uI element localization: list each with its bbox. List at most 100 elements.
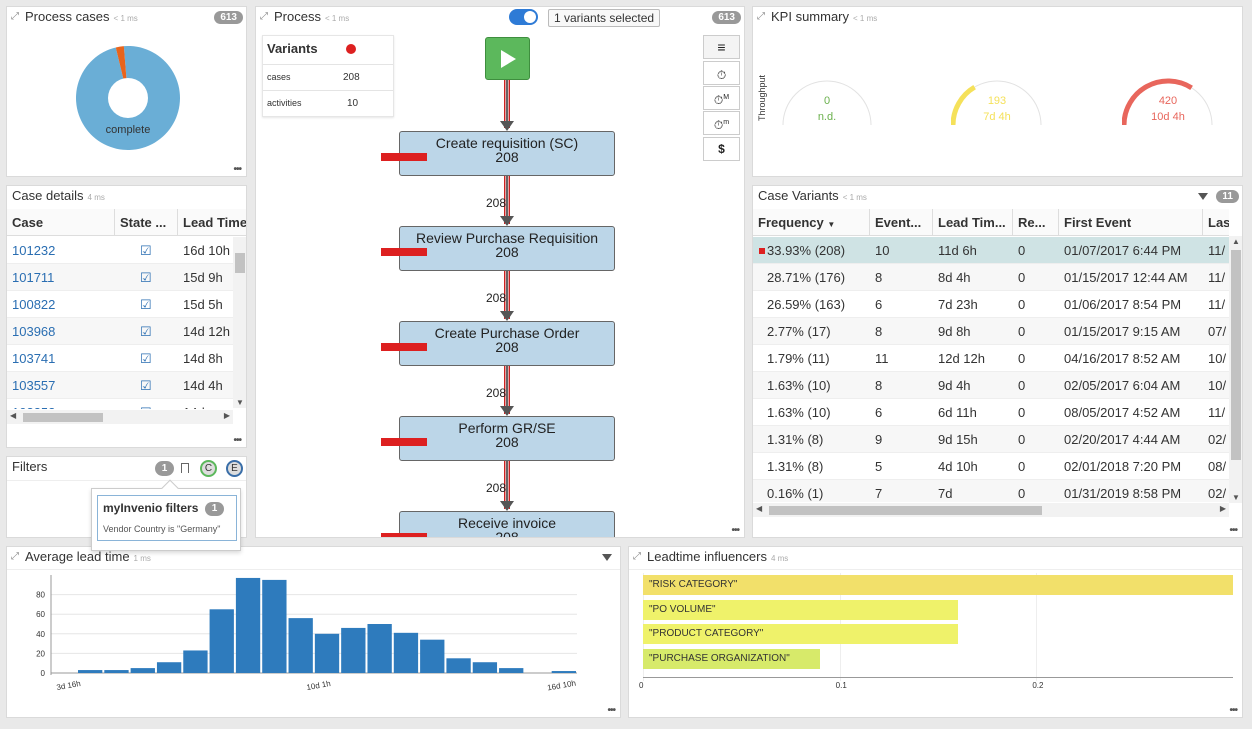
scroll-thumb[interactable] bbox=[1231, 250, 1241, 460]
column-header-last-event[interactable]: Last E bbox=[1208, 215, 1229, 230]
kpi-gauge[interactable]: 193 7d 4h bbox=[950, 75, 1043, 135]
horizontal-scrollbar[interactable]: ◀ ▶ bbox=[7, 410, 233, 424]
table-row[interactable]: 103741 ☑ 14d 8h bbox=[7, 345, 233, 372]
expand-icon[interactable]: ⤢ bbox=[11, 11, 19, 22]
histogram-bar[interactable] bbox=[209, 609, 234, 673]
chevron-right-icon[interactable]: ▶ bbox=[1219, 504, 1226, 513]
expand-icon[interactable]: ⤢ bbox=[260, 11, 268, 22]
histogram-bar[interactable] bbox=[367, 624, 392, 673]
influencer-bar[interactable]: "PO VOLUME" bbox=[643, 599, 958, 620]
influencer-bar[interactable]: "PURCHASE ORGANIZATION" bbox=[643, 648, 820, 669]
activity-node[interactable]: Perform GR/SE 208 bbox=[399, 416, 615, 461]
popup-card[interactable]: myInvenio filters 1 Vendor Country is "G… bbox=[97, 495, 237, 541]
filter-count-badge[interactable]: 1 bbox=[155, 461, 174, 476]
chevron-down-icon[interactable]: ▼ bbox=[1232, 493, 1240, 502]
scroll-thumb[interactable] bbox=[235, 253, 245, 273]
more-icon[interactable]: ••• bbox=[731, 525, 739, 536]
variants-toggle[interactable] bbox=[509, 9, 538, 25]
kpi-gauge[interactable]: 420 10d 4h bbox=[1121, 75, 1214, 135]
table-row[interactable]: 1.31% (8) 5 4d 10h 0 02/01/2018 7:20 PM 08/ bbox=[753, 453, 1229, 480]
case-id-link[interactable]: 103968 bbox=[12, 324, 56, 339]
sort-desc-icon[interactable]: ▼ bbox=[827, 220, 836, 229]
column-header-first-event[interactable]: First Event bbox=[1059, 209, 1203, 236]
column-header-lead-time[interactable]: Lead Tim... bbox=[933, 209, 1013, 236]
activity-node[interactable]: Create Purchase Order 208 bbox=[399, 321, 615, 366]
stopwatch-max-button[interactable]: ⏱M bbox=[703, 86, 740, 110]
chevron-up-icon[interactable]: ▲ bbox=[1232, 237, 1240, 246]
case-id-link[interactable]: 103557 bbox=[12, 378, 56, 393]
histogram-bar[interactable] bbox=[472, 662, 498, 673]
case-id-link[interactable]: 103352 bbox=[12, 405, 55, 409]
table-row[interactable]: 28.71% (176) 8 8d 4h 0 01/15/2017 12:44 AM 11… bbox=[753, 264, 1229, 291]
histogram-bar[interactable] bbox=[156, 662, 182, 673]
column-header-frequency[interactable]: Frequency ▼ bbox=[753, 209, 870, 236]
histogram-bar[interactable] bbox=[262, 579, 287, 673]
filter-icon[interactable] bbox=[602, 554, 612, 561]
process-edge[interactable] bbox=[504, 176, 510, 224]
process-edge[interactable] bbox=[504, 80, 510, 128]
activity-node[interactable]: Create requisition (SC) 208 bbox=[399, 131, 615, 176]
chevron-down-icon[interactable]: ▼ bbox=[236, 398, 244, 407]
table-row[interactable]: 103557 ☑ 14d 4h bbox=[7, 372, 233, 399]
table-row[interactable]: 26.59% (163) 6 7d 23h 0 01/06/2017 8:54 PM 11… bbox=[753, 291, 1229, 318]
scroll-thumb[interactable] bbox=[769, 506, 1042, 515]
more-icon[interactable]: ••• bbox=[233, 164, 241, 175]
table-row[interactable]: 1.79% (11) 11 12d 12h 0 04/16/2017 8:52 AM 10… bbox=[753, 345, 1229, 372]
filter-icon[interactable] bbox=[1198, 193, 1208, 200]
column-header-events[interactable]: Event... bbox=[870, 209, 933, 236]
more-icon[interactable]: ••• bbox=[1229, 525, 1237, 536]
histogram-bar[interactable] bbox=[341, 627, 366, 673]
histogram-bar[interactable] bbox=[446, 658, 471, 673]
table-row[interactable]: 2.77% (17) 8 9d 8h 0 01/15/2017 9:15 AM 07/ bbox=[753, 318, 1229, 345]
table-row[interactable]: 101232 ☑ 16d 10h bbox=[7, 237, 233, 264]
stopwatch-tool-button[interactable]: ⏱ bbox=[703, 61, 740, 85]
table-row[interactable]: 100822 ☑ 15d 5h bbox=[7, 291, 233, 318]
process-edge[interactable] bbox=[504, 366, 510, 414]
scroll-thumb[interactable] bbox=[23, 413, 103, 422]
activity-node[interactable]: Review Purchase Requisition 208 bbox=[399, 226, 615, 271]
process-edge[interactable] bbox=[504, 271, 510, 319]
case-id-link[interactable]: 100822 bbox=[12, 297, 56, 312]
case-id-link[interactable]: 103741 bbox=[12, 351, 56, 366]
table-row[interactable]: 1.63% (10) 6 6d 11h 0 08/05/2017 4:52 AM 11/ bbox=[753, 399, 1229, 426]
histogram-bar[interactable] bbox=[499, 668, 524, 673]
vertical-scrollbar[interactable]: ▼ bbox=[233, 237, 246, 408]
influencer-bar[interactable]: "RISK CATEGORY" bbox=[643, 575, 1233, 595]
expand-icon[interactable]: ⤢ bbox=[11, 551, 19, 562]
histogram-bar[interactable] bbox=[183, 650, 208, 673]
column-header-case[interactable]: Case bbox=[7, 209, 115, 236]
more-icon[interactable]: ••• bbox=[1229, 705, 1237, 716]
histogram-bar[interactable] bbox=[393, 632, 419, 673]
activity-node[interactable]: Receive invoice 208 bbox=[399, 511, 615, 537]
histogram-bar[interactable] bbox=[78, 670, 103, 673]
stopwatch-min-button[interactable]: ⏱m bbox=[703, 111, 740, 135]
vertical-scrollbar[interactable]: ▲ ▼ bbox=[1229, 236, 1242, 503]
filter-e-button[interactable]: E bbox=[226, 460, 243, 477]
expand-icon[interactable]: ⤢ bbox=[757, 11, 765, 22]
more-icon[interactable]: ••• bbox=[607, 705, 615, 716]
table-row[interactable]: 1.63% (10) 8 9d 4h 0 02/05/2017 6:04 AM 10/ bbox=[753, 372, 1229, 399]
histogram-bar[interactable] bbox=[130, 668, 155, 673]
case-id-link[interactable]: 101232 bbox=[12, 243, 56, 258]
process-edge[interactable] bbox=[504, 461, 510, 509]
cost-tool-button[interactable]: $ bbox=[703, 137, 740, 161]
chevron-left-icon[interactable]: ◀ bbox=[756, 504, 763, 513]
chevron-left-icon[interactable]: ◀ bbox=[10, 411, 17, 420]
histogram-bar[interactable] bbox=[104, 670, 129, 673]
histogram-bar[interactable] bbox=[235, 577, 261, 673]
table-row[interactable]: 101711 ☑ 15d 9h bbox=[7, 264, 233, 291]
menu-tool-button[interactable]: ≡ bbox=[703, 35, 740, 59]
filter-c-button[interactable]: C bbox=[200, 460, 217, 477]
influencer-bar[interactable]: "PRODUCT CATEGORY" bbox=[643, 624, 958, 644]
table-row[interactable]: 0.16% (1) 7 7d 0 01/31/2019 8:58 PM 02/ bbox=[753, 480, 1229, 502]
table-row[interactable]: 103352 ☑ 14d bbox=[7, 399, 233, 409]
table-row[interactable]: 33.93% (208) 10 11d 6h 0 01/07/2017 6:44 PM 1… bbox=[753, 237, 1229, 264]
histogram-bar[interactable] bbox=[288, 618, 313, 673]
kpi-gauge[interactable]: 0 n.d. bbox=[781, 75, 873, 135]
histogram-bar[interactable] bbox=[314, 633, 340, 673]
variants-selected-button[interactable]: 1 variants selected bbox=[548, 9, 661, 27]
histogram-bar[interactable] bbox=[420, 639, 445, 673]
start-node[interactable] bbox=[485, 37, 530, 80]
bookmark-icon[interactable] bbox=[181, 463, 189, 473]
expand-icon[interactable]: ⤢ bbox=[633, 551, 641, 562]
